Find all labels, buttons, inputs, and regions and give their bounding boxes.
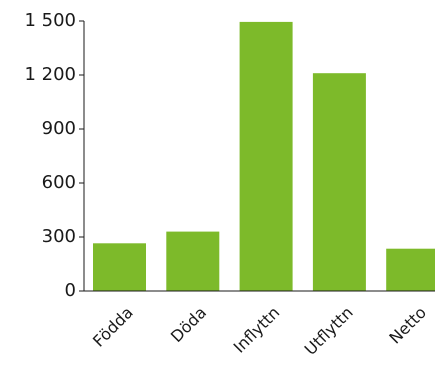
x-tick-label: Inflyttn — [230, 303, 284, 357]
y-tick-label: 600 — [42, 172, 76, 193]
x-tick-label: Döda — [167, 303, 210, 346]
bar-utflyttn — [312, 73, 366, 291]
y-axis: 0 300 600 900 1 200 1 500 — [24, 10, 85, 301]
y-tick-label: 300 — [42, 226, 76, 247]
x-tick-label: Födda — [89, 303, 137, 351]
bar-inflyttn — [239, 21, 293, 292]
x-tick-label: Netto — [385, 303, 430, 348]
x-tick-label: Utflyttn — [301, 303, 357, 359]
bars — [93, 21, 435, 292]
bar-födda — [93, 243, 146, 291]
bar-netto — [386, 248, 435, 291]
bar-döda — [166, 231, 220, 291]
y-tick-label: 1 500 — [24, 10, 76, 31]
y-tick-label: 0 — [65, 280, 76, 301]
y-tick-label: 1 200 — [24, 64, 76, 85]
y-tick-label: 900 — [42, 118, 76, 139]
x-axis: Födda Döda Inflyttn Utflyttn Netto — [84, 290, 435, 359]
